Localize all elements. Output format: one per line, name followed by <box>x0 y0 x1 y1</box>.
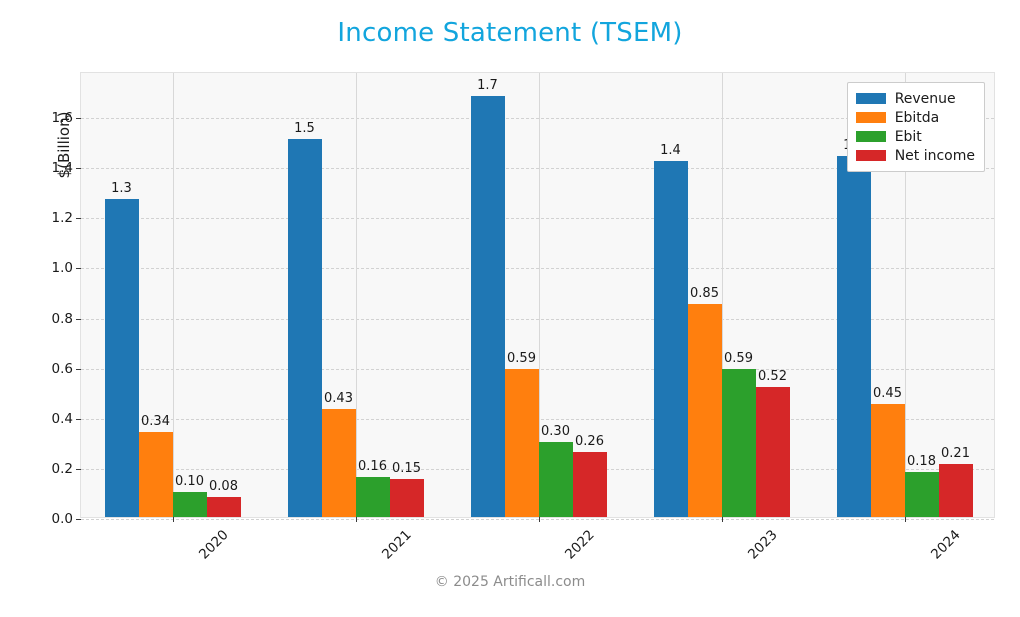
bar <box>870 404 905 517</box>
bar <box>653 161 688 517</box>
y-axis-tick-mark <box>76 118 81 120</box>
y-axis-tick-mark <box>76 368 81 370</box>
y-axis-tick-label: 0.8 <box>51 310 73 327</box>
bar-value-label: 0.30 <box>541 423 570 439</box>
legend-item-label: Net income <box>894 147 975 164</box>
x-axis-tick-label: 2024 <box>927 527 964 563</box>
legend-swatch-icon <box>855 112 886 123</box>
legend-item-ebit[interactable]: Ebit <box>855 127 975 146</box>
bar <box>572 451 607 517</box>
bar <box>470 96 505 517</box>
legend-item-net-income[interactable]: Net income <box>855 146 975 165</box>
bar-value-label: 0.08 <box>209 478 238 494</box>
legend-swatch-icon <box>855 131 886 142</box>
y-axis-tick-label: 0.4 <box>51 410 73 427</box>
bar-value-label: 0.26 <box>575 433 604 449</box>
x-axis-tick-label: 2022 <box>561 527 598 563</box>
bar <box>138 431 173 517</box>
bar <box>836 156 871 517</box>
y-axis-tick-label: 1.0 <box>51 260 73 277</box>
legend-swatch-icon <box>855 93 886 104</box>
y-axis-tick-mark <box>76 318 81 320</box>
y-axis-tick-label: 1.6 <box>51 110 73 127</box>
bar-value-label: 0.18 <box>907 453 936 469</box>
x-axis-tick-mark <box>721 517 723 522</box>
y-axis-tick-label: 0.6 <box>51 360 73 377</box>
bar-value-label: 0.15 <box>392 461 421 477</box>
legend-item-label: Ebit <box>894 128 922 145</box>
bar <box>538 441 573 517</box>
bar <box>721 369 756 517</box>
y-axis-tick-mark <box>76 168 81 170</box>
gridline-horizontal <box>81 318 994 320</box>
x-axis-tick-label: 2020 <box>195 527 232 563</box>
bar <box>104 198 139 517</box>
x-axis-tick-mark <box>538 517 540 522</box>
x-axis-tick-label: 2023 <box>744 527 781 563</box>
gridline-horizontal <box>81 519 994 520</box>
bar-value-label: 0.45 <box>873 386 902 402</box>
bar-value-label: 0.21 <box>941 446 970 462</box>
gridline-vertical <box>904 73 906 517</box>
legend-item-label: Ebitda <box>894 109 940 126</box>
y-axis-tick-mark <box>76 418 81 420</box>
bar-value-label: 0.52 <box>758 368 787 384</box>
legend-item-label: Revenue <box>894 90 956 107</box>
y-axis-tick-mark <box>76 218 81 220</box>
bar-value-label: 1.3 <box>111 180 132 196</box>
bar-value-label: 1.4 <box>660 143 681 159</box>
bar-value-label: 0.10 <box>175 473 204 489</box>
gridline-horizontal <box>81 368 994 370</box>
bar <box>287 138 322 517</box>
y-axis-tick-label: 0.2 <box>51 460 73 477</box>
gridline-vertical <box>538 73 540 517</box>
bar <box>321 409 356 517</box>
bar-value-label: 0.59 <box>724 351 753 367</box>
plot-area: 0.0 0.2 0.4 0.6 0.8 1.0 1.2 1.4 1.6 1.3 0.34 0.10 0… <box>52 72 995 527</box>
page-title: Income Statement (TSEM) <box>337 18 683 48</box>
chart-legend[interactable]: Revenue Ebitda Ebit Net income <box>846 82 985 172</box>
bar <box>687 304 722 517</box>
legend-item-revenue[interactable]: Revenue <box>855 89 975 108</box>
y-axis-tick-mark <box>76 519 81 520</box>
bar <box>389 479 424 517</box>
bar-value-label: 0.16 <box>358 458 387 474</box>
y-axis-tick-label: 1.2 <box>51 210 73 227</box>
bar-value-label: 1.7 <box>477 78 498 94</box>
bar <box>904 471 939 517</box>
y-axis-tick-mark <box>76 468 81 470</box>
bar-value-label: 0.59 <box>507 351 536 367</box>
bar-value-label: 0.34 <box>141 413 170 429</box>
y-axis-label: $(Billion) <box>55 111 73 179</box>
gridline-horizontal <box>81 118 994 120</box>
x-axis-tick-mark <box>355 517 357 522</box>
footer-copyright: © 2025 Artificall.com <box>434 574 586 590</box>
bar <box>355 476 390 517</box>
x-axis-tick-label: 2021 <box>378 527 415 563</box>
gridline-horizontal <box>81 168 994 170</box>
x-axis-tick-mark <box>904 517 906 522</box>
bar <box>938 464 973 517</box>
y-axis-tick-label: 0.0 <box>51 511 73 527</box>
y-axis-tick-label: 1.4 <box>51 160 73 177</box>
y-axis-tick-mark <box>76 268 81 270</box>
gridline-vertical <box>355 73 357 517</box>
gridline-horizontal <box>81 218 994 220</box>
legend-item-ebitda[interactable]: Ebitda <box>855 108 975 127</box>
x-axis-tick-mark <box>172 517 174 522</box>
bar <box>172 491 207 517</box>
gridline-horizontal <box>81 268 994 270</box>
gridline-vertical <box>721 73 723 517</box>
gridline-vertical <box>172 73 174 517</box>
bar-value-label: 0.43 <box>324 391 353 407</box>
bar <box>504 369 539 517</box>
bar <box>755 386 790 517</box>
bar-value-label: 0.85 <box>690 286 719 302</box>
bar-value-label: 1.5 <box>294 120 315 136</box>
bar <box>206 496 241 517</box>
legend-swatch-icon <box>855 150 886 161</box>
